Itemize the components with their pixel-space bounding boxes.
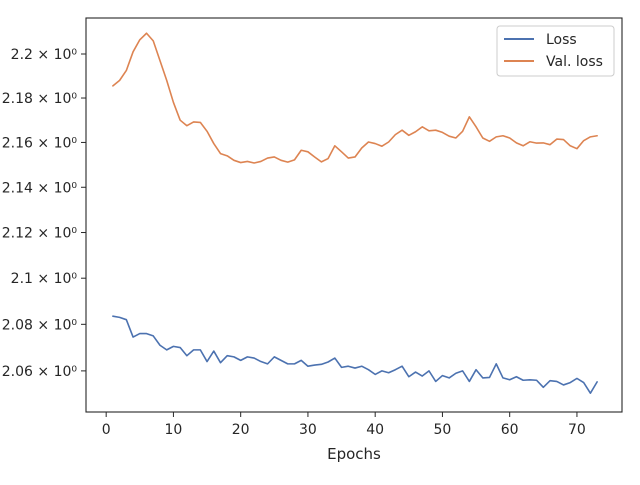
x-tick-label: 30 (299, 422, 317, 438)
legend-label-loss: Loss (546, 32, 577, 48)
y-tick-label: 2.1 × 10⁰ (11, 271, 78, 287)
x-tick-label: 40 (366, 422, 384, 438)
y-tick-label: 2.16 × 10⁰ (2, 135, 78, 151)
y-tick-label: 2.2 × 10⁰ (11, 47, 78, 63)
x-axis-ticks: 0 10 20 30 40 50 60 70 (102, 412, 586, 438)
y-tick-label: 2.08 × 10⁰ (2, 317, 78, 333)
y-tick-label: 2.14 × 10⁰ (2, 180, 78, 196)
legend-label-val-loss: Val. loss (546, 54, 603, 70)
y-tick-label: 2.06 × 10⁰ (2, 364, 78, 380)
x-tick-label: 20 (232, 422, 250, 438)
plot-frame (85, 17, 623, 413)
series-line-val-loss (112, 32, 598, 164)
series-line-loss (112, 315, 598, 394)
y-tick-label: 2.18 × 10⁰ (2, 91, 78, 107)
x-tick-label: 0 (102, 422, 111, 438)
legend: Loss Val. loss (496, 25, 615, 77)
x-tick-label: 60 (501, 422, 519, 438)
y-tick-label: 2.12 × 10⁰ (2, 226, 78, 242)
series-layer (112, 32, 598, 394)
x-tick-label: 70 (568, 422, 586, 438)
x-tick-label: 50 (434, 422, 452, 438)
x-tick-label: 10 (165, 422, 183, 438)
x-axis-label: Epochs (327, 445, 381, 463)
y-axis-ticks: 2.06 × 10⁰ 2.08 × 10⁰ 2.1 × 10⁰ 2.12 × 10⁰ 2… (2, 47, 86, 380)
